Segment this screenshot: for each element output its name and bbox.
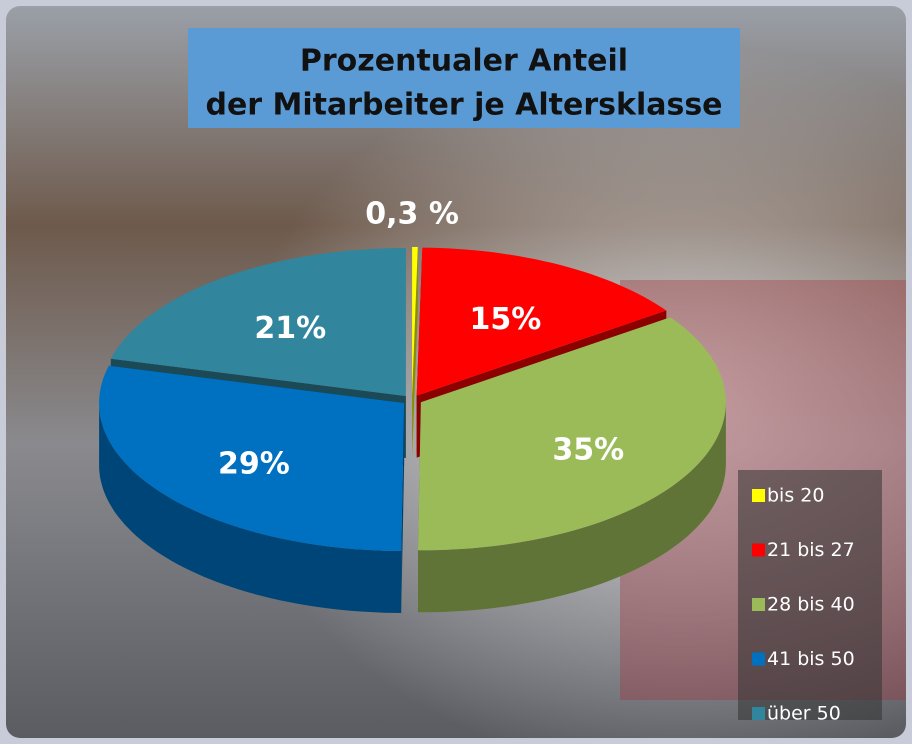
data-label: 0,3 % xyxy=(365,197,459,232)
chart-title: der Mitarbeiter je Altersklasse xyxy=(205,88,722,123)
chart-title: Prozentualer Anteil xyxy=(300,44,628,79)
legend-label: 21 bis 27 xyxy=(767,539,855,561)
data-label: 29% xyxy=(218,446,290,481)
data-label: 15% xyxy=(470,302,542,337)
legend-swatch xyxy=(752,544,765,557)
legend-label: 28 bis 40 xyxy=(767,594,855,616)
data-label: 21% xyxy=(254,311,326,346)
legend-swatch xyxy=(752,653,765,666)
legend-swatch xyxy=(752,598,765,611)
legend-label: über 50 xyxy=(767,703,841,725)
legend-swatch xyxy=(752,489,765,502)
chart: Prozentualer Anteil der Mitarbeiter je A… xyxy=(0,0,912,744)
legend-label: bis 20 xyxy=(767,485,824,507)
legend-label: 41 bis 50 xyxy=(767,648,855,670)
legend-swatch xyxy=(752,707,765,720)
data-label: 35% xyxy=(552,433,624,468)
